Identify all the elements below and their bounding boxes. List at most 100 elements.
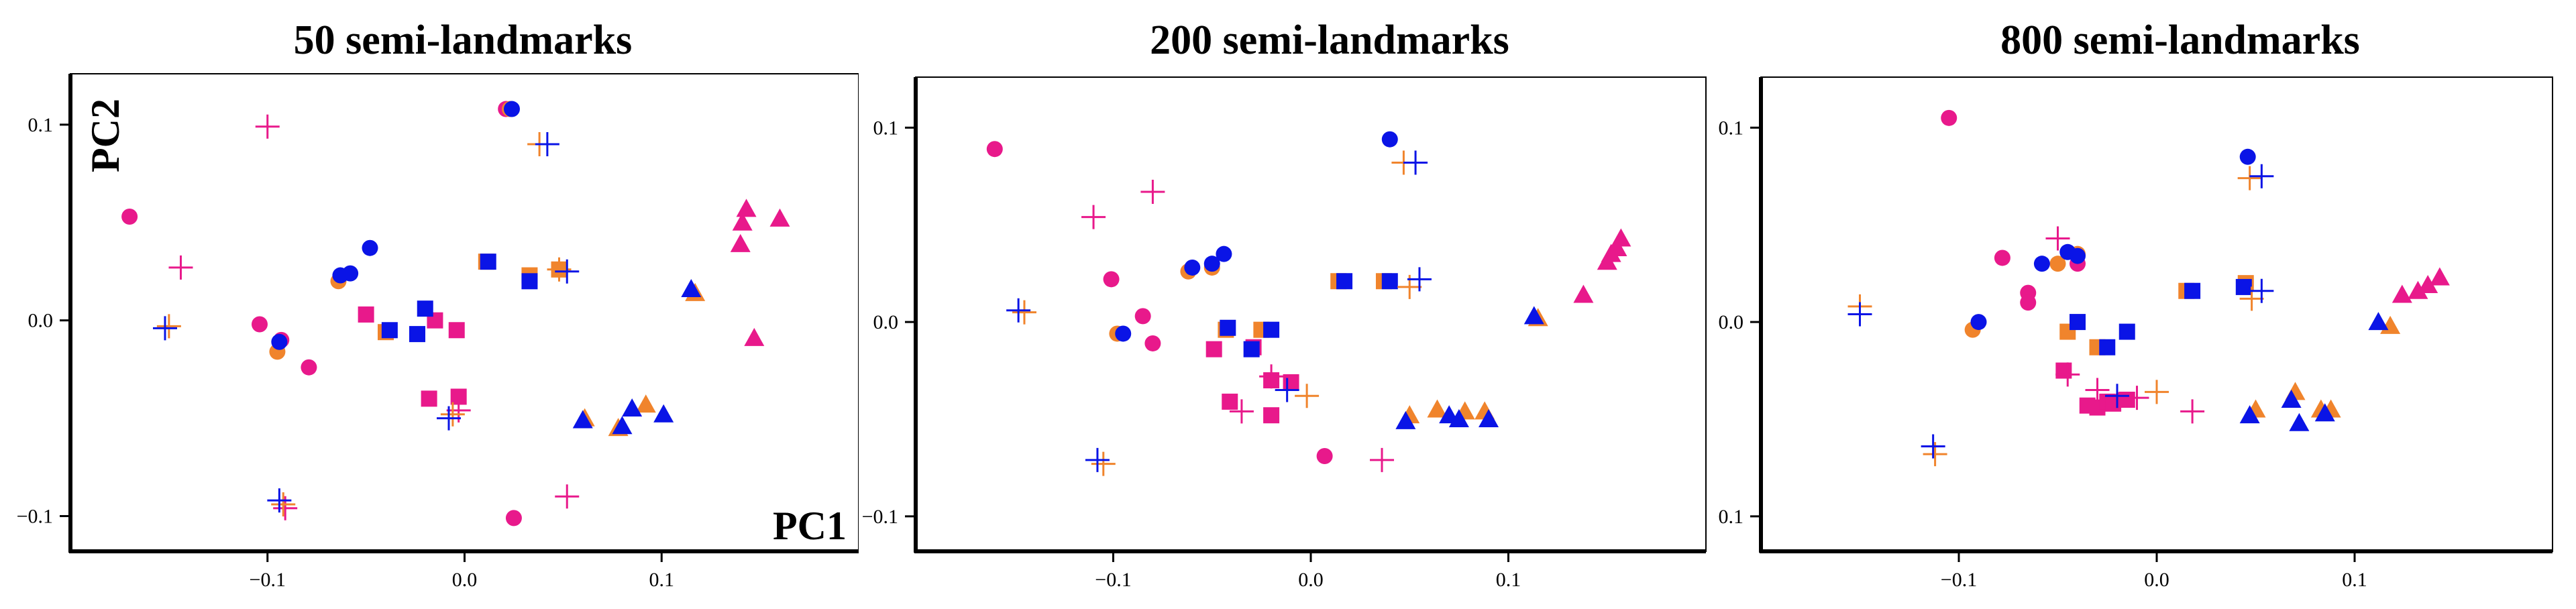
blue-square-point — [2070, 314, 2086, 331]
orange-cross-point — [1012, 300, 1036, 325]
x-tick-label: −0.1 — [250, 569, 286, 591]
pink-cross-point — [1140, 179, 1165, 204]
blue-cross-point — [555, 259, 580, 284]
blue-circle-point — [2239, 148, 2256, 165]
y-tick-label: 0.1 — [28, 114, 54, 136]
pink-cross-point — [555, 484, 580, 509]
y-tick-label: 0.0 — [873, 311, 899, 333]
blue-square-point — [2235, 278, 2252, 295]
blue-square-point — [1263, 321, 1280, 338]
orange-circle-point — [2049, 256, 2066, 272]
blue-circle-point — [2070, 247, 2086, 264]
pink-cross-point — [1081, 205, 1106, 229]
blue-triangle-point — [681, 278, 702, 297]
scatter-chart-800: 800 semi-landmarks −0.1 0.0 0.1 −0.1 0.0 0.1 — [1707, 17, 2553, 591]
plot-frame — [70, 73, 859, 552]
blue-square-point — [409, 326, 425, 343]
blue-cross-point — [1275, 378, 1299, 402]
blue-cross-point — [1403, 150, 1428, 175]
blue-square-point — [417, 300, 433, 317]
blue-square-point — [1243, 341, 1260, 357]
y-tick-label: −0.1 — [862, 506, 898, 528]
pink-circle-point — [1103, 271, 1120, 288]
data-points — [121, 101, 790, 527]
pink-triangle-point — [744, 327, 765, 346]
y-tick-label: 0.1 — [873, 117, 899, 139]
panel-2: 200 semi-landmarks −0.1 0.0 0.1 −0.1 0.0 0.1 — [859, 0, 1717, 609]
pink-square-point — [2105, 395, 2122, 412]
blue-circle-point — [362, 239, 378, 256]
x-axis-label: PC1 — [773, 504, 847, 548]
blue-cross-point — [1085, 447, 1110, 472]
pink-square-point — [421, 390, 437, 407]
pink-circle-point — [252, 316, 268, 333]
blue-cross-point — [535, 132, 559, 157]
blue-triangle-point — [2281, 389, 2302, 408]
pink-circle-point — [301, 359, 317, 376]
blue-cross-point — [2249, 278, 2274, 303]
chart-title: 800 semi-landmarks — [2000, 17, 2360, 63]
pink-circle-point — [121, 209, 138, 225]
pink-triangle-point — [730, 233, 751, 252]
blue-cross-point — [1921, 434, 1945, 459]
blue-circle-point — [1216, 245, 1232, 262]
y-tick-label: −0.1 — [1717, 506, 1743, 528]
blue-circle-point — [504, 101, 520, 117]
orange-cross-point — [440, 402, 465, 427]
pink-square-point — [2055, 362, 2072, 379]
plot-frame — [915, 76, 1707, 552]
blue-triangle-point — [1395, 410, 1416, 429]
blue-circle-point — [342, 265, 359, 282]
blue-triangle-point — [1448, 408, 1469, 427]
pink-circle-point — [1994, 250, 2010, 266]
pink-triangle-point — [1607, 237, 1627, 256]
orange-cross-point — [1295, 384, 1320, 408]
y-tick-label: 0.0 — [28, 310, 54, 332]
orange-cross-point — [2145, 380, 2169, 404]
pink-cross-point — [1370, 447, 1395, 472]
pink-triangle-point — [2408, 280, 2428, 299]
x-tick-label: 0.1 — [649, 569, 675, 591]
orange-cross-point — [2237, 166, 2262, 190]
blue-square-point — [2118, 323, 2135, 340]
pink-triangle-point — [1611, 228, 1631, 247]
y-tick-label: −0.1 — [17, 505, 53, 527]
x-tick-label: 0.1 — [1496, 569, 1521, 591]
blue-cross-point — [1006, 298, 1031, 323]
chart-title: 50 semi-landmarks — [294, 17, 633, 63]
blue-triangle-point — [653, 404, 674, 423]
blue-cross-point — [2105, 384, 2129, 408]
blue-cross-point — [1407, 267, 1432, 292]
scatter-chart-50: 50 semi-landmarks −0.1 0.0 0.1 −0.1 0.0 0.1 PC2… — [17, 17, 859, 591]
pink-square-point — [2118, 391, 2135, 408]
scatter-chart-200: 200 semi-landmarks −0.1 0.0 0.1 −0.1 0.0 0.1 — [862, 17, 1707, 591]
panel-1: 50 semi-landmarks −0.1 0.0 0.1 −0.1 0.0 0.1 PC2… — [0, 0, 859, 609]
pink-cross-point — [255, 114, 280, 139]
pink-cross-point — [2085, 378, 2110, 402]
blue-triangle-point — [2368, 312, 2389, 331]
blue-triangle-point — [2314, 403, 2335, 422]
blue-cross-point — [437, 406, 461, 431]
pink-circle-point — [2020, 294, 2037, 311]
pink-circle-point — [1941, 109, 1957, 126]
pink-cross-point — [2055, 362, 2080, 387]
chart-title: 200 semi-landmarks — [1150, 17, 1509, 63]
pink-triangle-point — [736, 199, 757, 217]
blue-circle-point — [2033, 256, 2050, 272]
x-tick-label: 0.0 — [1298, 569, 1324, 591]
pink-square-point — [1283, 374, 1299, 390]
orange-cross-point — [271, 492, 296, 516]
blue-triangle-point — [2239, 405, 2260, 424]
x-tick-label: 0.0 — [452, 569, 478, 591]
blue-circle-point — [1970, 314, 1987, 331]
y-tick-label: 0.1 — [1719, 117, 1744, 139]
pink-cross-point — [2125, 386, 2149, 410]
data-points — [1847, 109, 2450, 467]
blue-square-point — [1220, 319, 1236, 336]
blue-square-point — [2099, 339, 2116, 355]
blue-triangle-point — [1479, 408, 1499, 427]
blue-triangle-point — [2289, 412, 2310, 431]
pink-square-point — [1205, 341, 1222, 357]
pink-cross-point — [168, 255, 193, 280]
pink-square-point — [1222, 393, 1238, 410]
